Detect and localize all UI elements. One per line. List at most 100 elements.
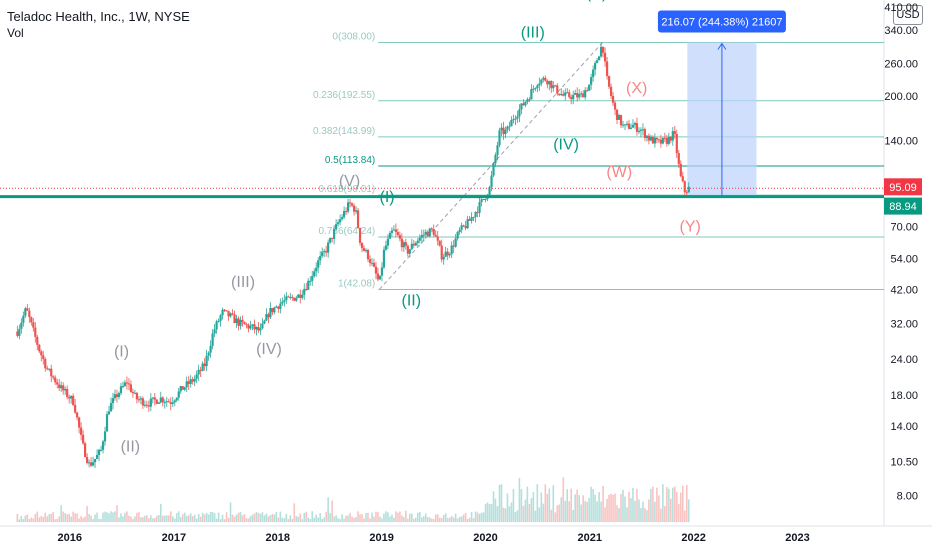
fib-level-label: 0.5(113.84) xyxy=(325,155,375,166)
price-tick-label: 18.00 xyxy=(890,390,918,402)
candle-body xyxy=(687,186,690,193)
volume-bar xyxy=(658,495,660,522)
price-tick-label: 340.00 xyxy=(884,25,918,37)
candle-body xyxy=(159,397,162,403)
candle-body xyxy=(382,249,386,268)
volume-bar xyxy=(494,498,497,522)
candle-body xyxy=(514,118,517,120)
candle-body xyxy=(667,136,670,144)
price-tick-label: 54.00 xyxy=(890,254,918,266)
volume-bar xyxy=(407,518,409,522)
volume-bar xyxy=(560,497,563,522)
volume-bar xyxy=(189,513,192,522)
volume-bar xyxy=(173,518,176,522)
volume-bar xyxy=(602,485,604,522)
candle-body xyxy=(197,369,200,375)
candle-body xyxy=(325,250,328,253)
volume-bar xyxy=(654,501,656,522)
volume-bar xyxy=(612,494,614,522)
volume-bar xyxy=(46,516,49,522)
volume-bar xyxy=(100,518,102,522)
volume-bar xyxy=(363,518,365,522)
volume-bar xyxy=(22,519,25,522)
currency-button[interactable]: USD xyxy=(893,5,923,25)
candle-series xyxy=(16,42,690,468)
candle-body xyxy=(406,245,409,254)
volume-bar xyxy=(144,515,146,522)
volume-bar xyxy=(74,513,76,522)
candle-body xyxy=(586,90,589,92)
price-tag-bg xyxy=(884,197,922,215)
candle-body xyxy=(24,308,27,316)
candle-body xyxy=(283,300,286,302)
volume-bar xyxy=(430,518,433,522)
volume-bar xyxy=(110,511,112,522)
candle-body xyxy=(30,317,33,323)
volume-bar xyxy=(534,510,537,522)
candle-body xyxy=(219,315,222,321)
candle-body xyxy=(153,397,156,400)
volume-bar xyxy=(337,518,339,522)
candle-body xyxy=(287,296,290,298)
candle-body xyxy=(80,427,83,435)
volume-bar xyxy=(56,518,59,522)
volume-bar xyxy=(183,512,186,522)
volume-indicator-label[interactable]: Vol xyxy=(7,26,24,40)
candle-body xyxy=(331,237,334,239)
candle-body xyxy=(659,139,662,144)
candle-body xyxy=(530,89,533,100)
candle-body xyxy=(305,288,308,290)
candle-body xyxy=(566,92,569,94)
candle-body xyxy=(424,231,427,235)
volume-bar xyxy=(397,512,399,522)
volume-bar xyxy=(630,498,632,522)
candle-body xyxy=(548,80,551,85)
price-tag-label: 95.09 xyxy=(889,182,917,194)
volume-bar xyxy=(199,516,202,522)
candle-body xyxy=(344,211,348,213)
volume-bar xyxy=(339,519,341,522)
candle-body xyxy=(550,80,553,89)
candle-body xyxy=(376,273,380,280)
candle-body xyxy=(362,248,366,251)
volume-bar xyxy=(80,515,82,522)
candle-body xyxy=(38,344,41,352)
volume-bar xyxy=(448,517,451,522)
candle-body xyxy=(177,391,180,398)
volume-bar xyxy=(130,516,132,522)
volume-bar xyxy=(628,491,630,522)
candle-body xyxy=(629,127,633,129)
candle-body xyxy=(568,92,571,98)
candle-body xyxy=(500,127,503,131)
volume-bar xyxy=(550,509,553,522)
candle-body xyxy=(247,324,250,329)
volume-bar xyxy=(333,516,335,522)
volume-bar xyxy=(287,519,290,522)
price-tick-label: 14.00 xyxy=(890,421,918,433)
volume-bar xyxy=(175,513,178,522)
candle-body xyxy=(193,378,196,382)
fib-level-label: 0.382(143.99) xyxy=(313,126,375,137)
candle-body xyxy=(641,129,645,131)
candle-body xyxy=(169,402,172,404)
candle-body xyxy=(329,237,332,243)
volume-bar xyxy=(136,512,138,522)
volume-bar xyxy=(454,513,457,522)
candle-body xyxy=(572,94,575,100)
candle-body xyxy=(452,245,455,247)
candle-body xyxy=(217,320,220,322)
volume-bar xyxy=(295,516,298,522)
candle-body xyxy=(78,417,81,428)
candle-body xyxy=(293,297,296,301)
volume-bar xyxy=(395,511,397,522)
volume-bar xyxy=(510,502,513,522)
price-tick-label: 70.00 xyxy=(890,221,918,233)
candle-body xyxy=(402,242,405,248)
candle-body xyxy=(546,80,549,85)
candle-body xyxy=(426,231,429,237)
price-tick-label: 8.00 xyxy=(897,490,918,502)
candle-body xyxy=(303,288,306,295)
volume-bar xyxy=(321,519,323,522)
candle-body xyxy=(665,138,668,144)
